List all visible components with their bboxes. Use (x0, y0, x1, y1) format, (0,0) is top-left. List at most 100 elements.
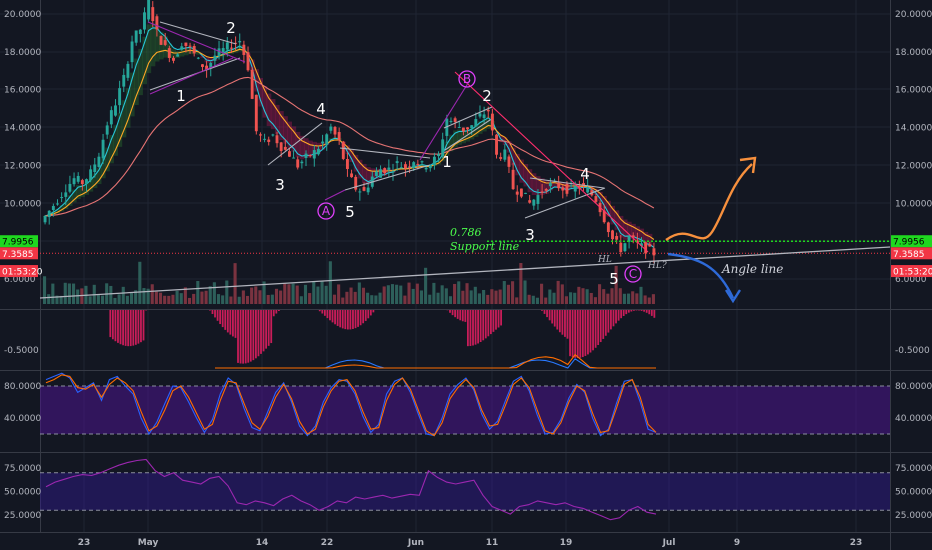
price-badge-text: 7.9956 (2, 238, 34, 248)
macd-histogram-bar (551, 310, 554, 324)
volume-bar (453, 283, 457, 304)
wave-circle (458, 70, 476, 88)
macd-histogram-bar (362, 310, 365, 324)
stoch-tick-left: 40.0000 (4, 414, 41, 424)
volume-bar (312, 281, 316, 304)
volume-bar (163, 295, 167, 304)
volume-bar (639, 286, 643, 304)
candle-body (258, 134, 262, 136)
macd-histogram-bar (237, 310, 239, 363)
candle-body (395, 161, 399, 164)
rsi-series (45, 458, 657, 521)
candle-body (130, 41, 134, 63)
macd-histogram-bar (454, 310, 457, 318)
wave-label: 1 (176, 87, 186, 105)
macd-histogram-bar (599, 310, 602, 343)
candle-body (482, 114, 486, 119)
cloud-segment (602, 195, 607, 209)
y-tick-left: 12.0000 (4, 161, 41, 171)
volume-bar (527, 294, 531, 304)
candle-body (296, 159, 300, 168)
volume-bar (635, 293, 639, 304)
macd-panel[interactable] (109, 310, 656, 369)
volume-bar (382, 286, 386, 304)
cloud-segment (266, 93, 272, 127)
volume-bar (221, 295, 225, 304)
macd-histogram-bar (132, 310, 135, 346)
y-tick-right: 12.0000 (895, 161, 932, 171)
candle-body (341, 141, 345, 159)
cloud-segment (258, 77, 264, 107)
cloud-segment (117, 112, 123, 147)
volume-bar (598, 284, 602, 304)
macd-histogram-bar (221, 310, 224, 328)
cloud-segment (511, 147, 516, 166)
rsi-panel[interactable] (40, 458, 890, 521)
trendline (344, 164, 431, 191)
wave-label: A (322, 204, 331, 218)
rsi-tick-right: 25.0000 (895, 511, 932, 521)
macd-histogram-bar (556, 310, 559, 330)
fib-support-label: Support line (450, 240, 520, 253)
bullish-forecast-arrow[interactable] (665, 163, 753, 241)
macd-histogram-bar (648, 310, 651, 315)
volume-bar (614, 265, 618, 304)
cloud-segment (55, 208, 61, 214)
macd-histogram-bar (359, 310, 362, 326)
candle-body (544, 189, 548, 191)
macd-histogram-bar (349, 310, 352, 330)
bearish-forecast-arrow[interactable] (667, 252, 735, 299)
volume-bar (386, 285, 390, 304)
volume-bar (125, 295, 129, 304)
candle-body (586, 187, 590, 193)
cloud-segment (142, 36, 148, 85)
cloud-segment (134, 58, 139, 106)
y-tick-right: 10.0000 (895, 199, 932, 209)
x-tick: 19 (560, 538, 573, 548)
wave-label: 5 (609, 270, 619, 288)
angle-line[interactable] (39, 246, 891, 299)
cloud-segment (125, 88, 131, 128)
volume-bar (250, 287, 254, 304)
volume-bar (390, 284, 395, 304)
volume-bar (150, 284, 154, 304)
rsi-line (45, 458, 657, 521)
y-tick-right: 20.0000 (895, 10, 932, 20)
volume-bar (581, 288, 585, 304)
macd-histogram-bar (541, 310, 543, 311)
cloud-segment (448, 134, 454, 152)
cloud-segment (353, 154, 359, 172)
macd-histogram-bar (275, 310, 278, 314)
x-tick: May (138, 538, 159, 548)
volume-bar (378, 292, 382, 304)
candle-body (60, 197, 64, 199)
candle-body (631, 235, 635, 238)
candle-body (312, 150, 316, 159)
price-badge (891, 235, 932, 248)
volume-bar (448, 296, 453, 304)
macd-histogram-bar (602, 310, 605, 339)
x-tick: Jul (662, 538, 676, 548)
candle-body (515, 191, 519, 195)
candle-body (242, 44, 246, 55)
stoch-rsi-panel[interactable] (40, 372, 890, 437)
volume-bar (370, 295, 374, 304)
candle-body (428, 165, 432, 169)
cloud-segment (291, 126, 297, 152)
trendline (147, 21, 246, 63)
macd-histogram-bar (364, 310, 367, 321)
rsi-tick-right: 75.0000 (895, 464, 932, 474)
macd-histogram-bar (124, 310, 127, 346)
price-badge-text: 01:53:20 (2, 268, 43, 278)
macd-histogram-bar (267, 310, 270, 346)
macd-histogram-bar (117, 310, 119, 343)
x-tick: 23 (850, 538, 863, 548)
cloud-segment (610, 205, 616, 225)
macd-histogram-bar (495, 310, 497, 330)
candle-body (250, 69, 254, 99)
candle-body (478, 113, 482, 117)
candle-body (167, 48, 171, 58)
